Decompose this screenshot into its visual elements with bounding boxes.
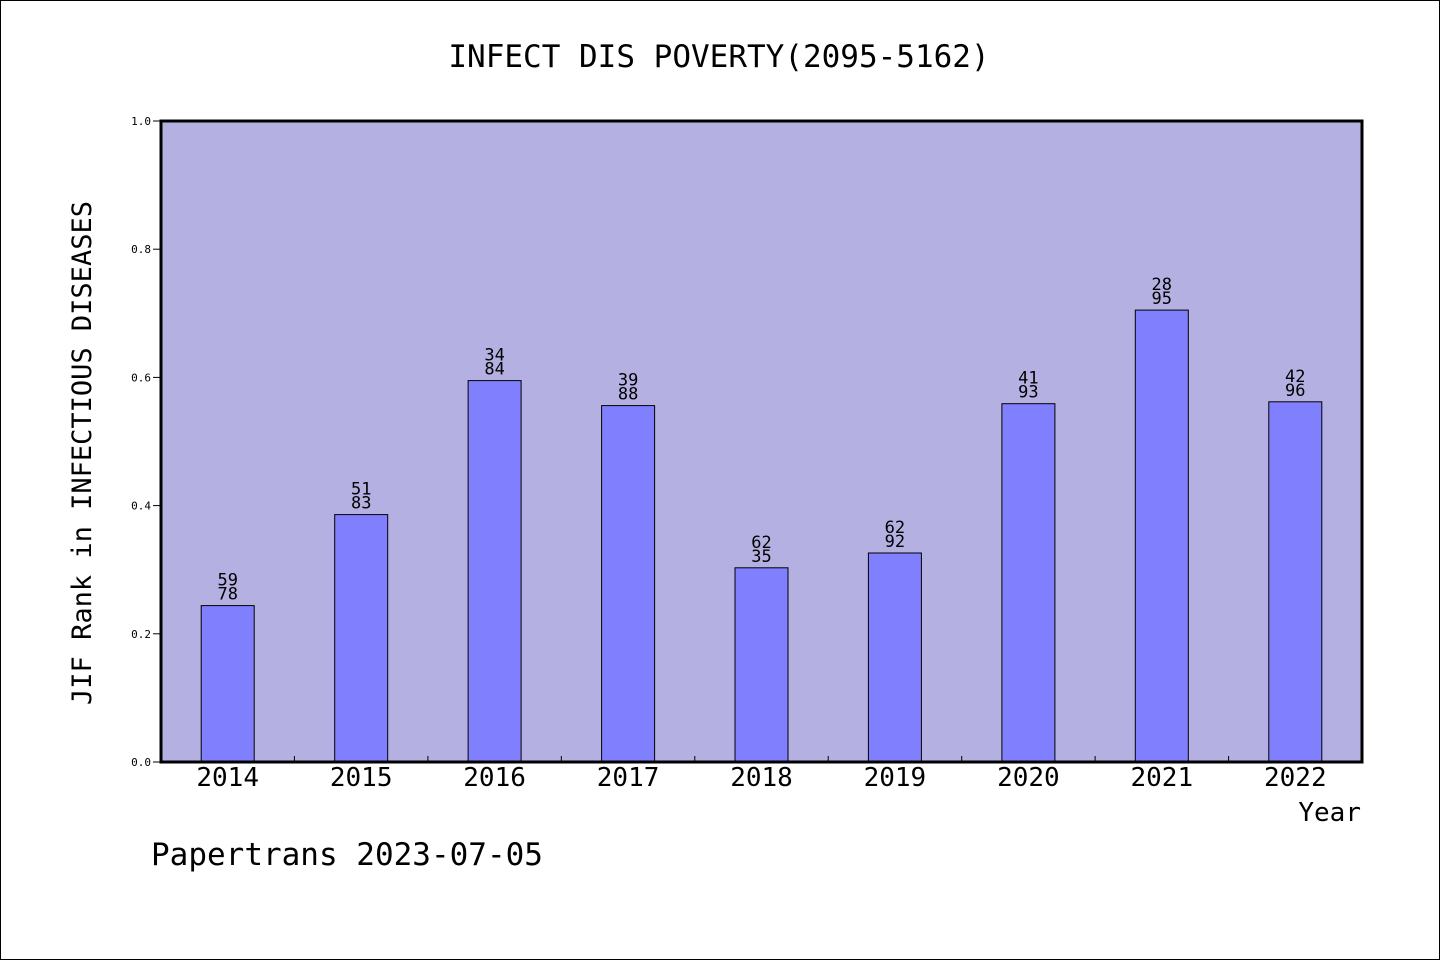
y-axis-label: JIF Rank in INFECTIOUS DISEASES [67, 201, 98, 705]
x-tick-label-2022: 2022 [1264, 763, 1327, 793]
bar-label-bottom-2019: 92 [885, 532, 905, 552]
bar-label-bottom-2020: 93 [1018, 383, 1038, 403]
bar-label-top-2019: 62 [885, 518, 905, 538]
bar-label-bottom-2016: 84 [484, 360, 504, 380]
bar-label-bottom-2022: 96 [1285, 381, 1305, 401]
bar-label-top-2021: 28 [1152, 275, 1172, 295]
y-tick-label: 0.6 [131, 371, 151, 384]
bar-label-bottom-2017: 88 [618, 385, 638, 405]
bar-2016 [467, 380, 522, 763]
x-tick-label-2015: 2015 [330, 763, 393, 793]
y-tick-label: 0.2 [131, 628, 151, 641]
footer-text: Papertrans 2023-07-05 [151, 837, 543, 873]
bar-2014 [200, 605, 255, 763]
bar-label-bottom-2014: 78 [217, 585, 237, 605]
chart-title: INFECT DIS POVERTY(2095-5162) [448, 39, 989, 75]
x-axis: 2014 2015 2016 2017 2018 2019 2020 2021 2022 [196, 756, 1327, 793]
x-tick-label-2018: 2018 [730, 763, 793, 793]
bar-label-bottom-2021: 95 [1152, 289, 1172, 309]
y-tick-label: 0.0 [131, 756, 151, 769]
bar-label-top-2016: 34 [484, 346, 504, 366]
bar-2020 [1001, 403, 1056, 763]
plot-frame [159, 119, 1364, 764]
bar-label-bottom-2015: 83 [351, 494, 371, 514]
x-tick-label-2020: 2020 [997, 763, 1060, 793]
bar-label-bottom-2018: 35 [751, 547, 771, 567]
y-axis: 0.0 0.2 0.4 0.6 0.8 1.0 [131, 115, 161, 769]
bar-2019 [867, 552, 922, 763]
bar-label-top-2014: 59 [217, 571, 237, 591]
bar-2022 [1268, 401, 1323, 763]
bar-label-top-2020: 41 [1018, 369, 1038, 389]
bar-2017 [601, 405, 656, 763]
x-tick-label-2017: 2017 [597, 763, 660, 793]
bar-label-top-2015: 51 [351, 480, 371, 500]
x-tick-label-2021: 2021 [1130, 763, 1193, 793]
bar-2018 [734, 567, 789, 763]
bar-label-top-2022: 42 [1285, 367, 1305, 387]
bar-label-top-2018: 62 [751, 533, 771, 553]
x-axis-label: Year [1298, 798, 1361, 828]
x-tick-label-2014: 2014 [196, 763, 259, 793]
bar-2021 [1134, 309, 1189, 763]
y-tick-label: 0.8 [131, 243, 151, 256]
x-tick-label-2019: 2019 [864, 763, 927, 793]
x-tick-label-2016: 2016 [463, 763, 526, 793]
bar-2015 [334, 514, 389, 763]
y-tick-label: 1.0 [131, 115, 151, 128]
y-tick-label: 0.4 [131, 500, 151, 513]
bar-label-top-2017: 39 [618, 371, 638, 391]
